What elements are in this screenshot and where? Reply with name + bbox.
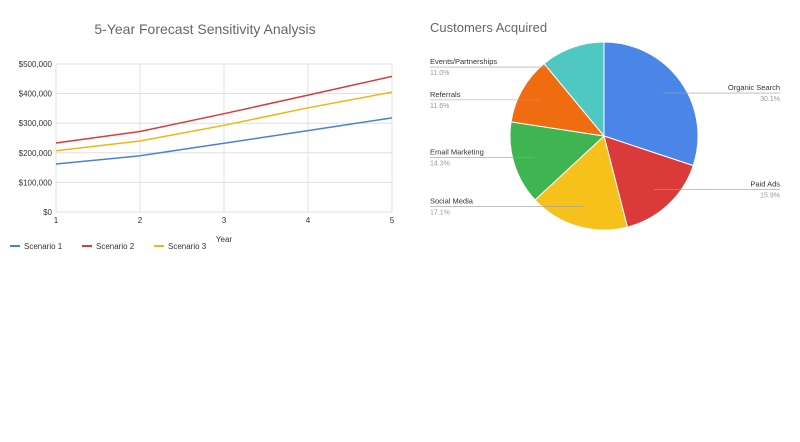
- line-chart-series: [55, 75, 393, 165]
- pie-slice-events-partnerships[interactable]: [543, 41, 605, 138]
- series-line-scenario-3[interactable]: [55, 91, 393, 152]
- y-tick-label: $0: [43, 208, 52, 217]
- pie-slice-label: Paid Ads: [750, 180, 780, 189]
- pie-slice-label: Social Media: [430, 196, 474, 205]
- x-tick-label: 4: [306, 216, 311, 225]
- pie-slice-paid-ads[interactable]: [603, 135, 694, 228]
- line-chart-legend[interactable]: Scenario 1 Scenario 2 Scenario 3: [10, 242, 207, 251]
- pie-slice-organic-search[interactable]: [603, 41, 699, 167]
- pie-slice-percent: 14.3%: [430, 161, 450, 168]
- x-axis-label: Year: [216, 235, 233, 244]
- series-line-scenario-2[interactable]: [55, 75, 393, 144]
- pie-slice-percent: 17.1%: [430, 209, 450, 216]
- series-line-scenario-1[interactable]: [55, 117, 393, 165]
- pie-slices: [509, 41, 699, 231]
- pie-label-organic-search: Organic Search 30.1%: [663, 83, 780, 103]
- pie-label-events-partnerships: Events/Partnerships 11.0%: [430, 57, 580, 77]
- pie-slice-percent: 15.9%: [760, 193, 780, 200]
- pie-label-email-marketing: Email Marketing 14.3%: [430, 148, 534, 168]
- pie-slice-label: Email Marketing: [430, 148, 484, 157]
- pie-label-paid-ads: Paid Ads 15.9%: [654, 180, 780, 200]
- x-tick-label: 1: [54, 216, 59, 225]
- pie-slice-percent: 30.1%: [760, 96, 780, 103]
- legend-label: Scenario 1: [24, 242, 63, 251]
- x-tick-label: 2: [138, 216, 143, 225]
- pie-slice-percent: 11.0%: [430, 70, 449, 77]
- y-tick-label: $200,000: [19, 149, 53, 158]
- line-chart-title: 5-Year Forecast Sensitivity Analysis: [94, 21, 315, 37]
- customers-pie-chart: Customers Acquired Organic Search 30.1% Pa…: [430, 20, 780, 231]
- legend-label: Scenario 2: [96, 242, 135, 251]
- legend-label: Scenario 3: [168, 242, 207, 251]
- line-chart-grid: [55, 63, 393, 213]
- y-tick-label: $300,000: [19, 119, 53, 128]
- y-tick-label: $100,000: [19, 178, 53, 187]
- pie-slice-label: Events/Partnerships: [430, 57, 497, 66]
- y-tick-label: $500,000: [19, 60, 53, 69]
- line-chart-y-ticks: $0 $100,000 $200,000 $300,000 $400,000 $500,0…: [19, 60, 53, 217]
- pie-label-referrals: Referrals 11.6%: [430, 90, 541, 110]
- pie-slice-label: Referrals: [430, 90, 461, 99]
- pie-slice-percent: 11.6%: [430, 103, 449, 110]
- pie-label-social-media: Social Media 17.1%: [430, 196, 584, 216]
- forecast-line-chart: 5-Year Forecast Sensitivity Analysis $0$…: [10, 21, 395, 251]
- legend-item[interactable]: Scenario 2: [82, 242, 135, 251]
- y-tick-label: $400,000: [19, 90, 53, 99]
- x-tick-label: 3: [222, 216, 227, 225]
- pie-slice-referrals[interactable]: [510, 62, 606, 137]
- legend-item[interactable]: Scenario 3: [154, 242, 207, 251]
- pie-labels: Organic Search 30.1% Paid Ads 15.9% Social M…: [430, 57, 780, 216]
- line-chart-x-ticks: 1 2 3 4 5: [54, 216, 395, 225]
- pie-slice-email-marketing[interactable]: [509, 121, 606, 201]
- pie-chart-title: Customers Acquired: [430, 20, 547, 35]
- x-tick-label: 5: [390, 216, 395, 225]
- legend-item[interactable]: Scenario 1: [10, 242, 63, 251]
- pie-slice-label: Organic Search: [728, 83, 780, 92]
